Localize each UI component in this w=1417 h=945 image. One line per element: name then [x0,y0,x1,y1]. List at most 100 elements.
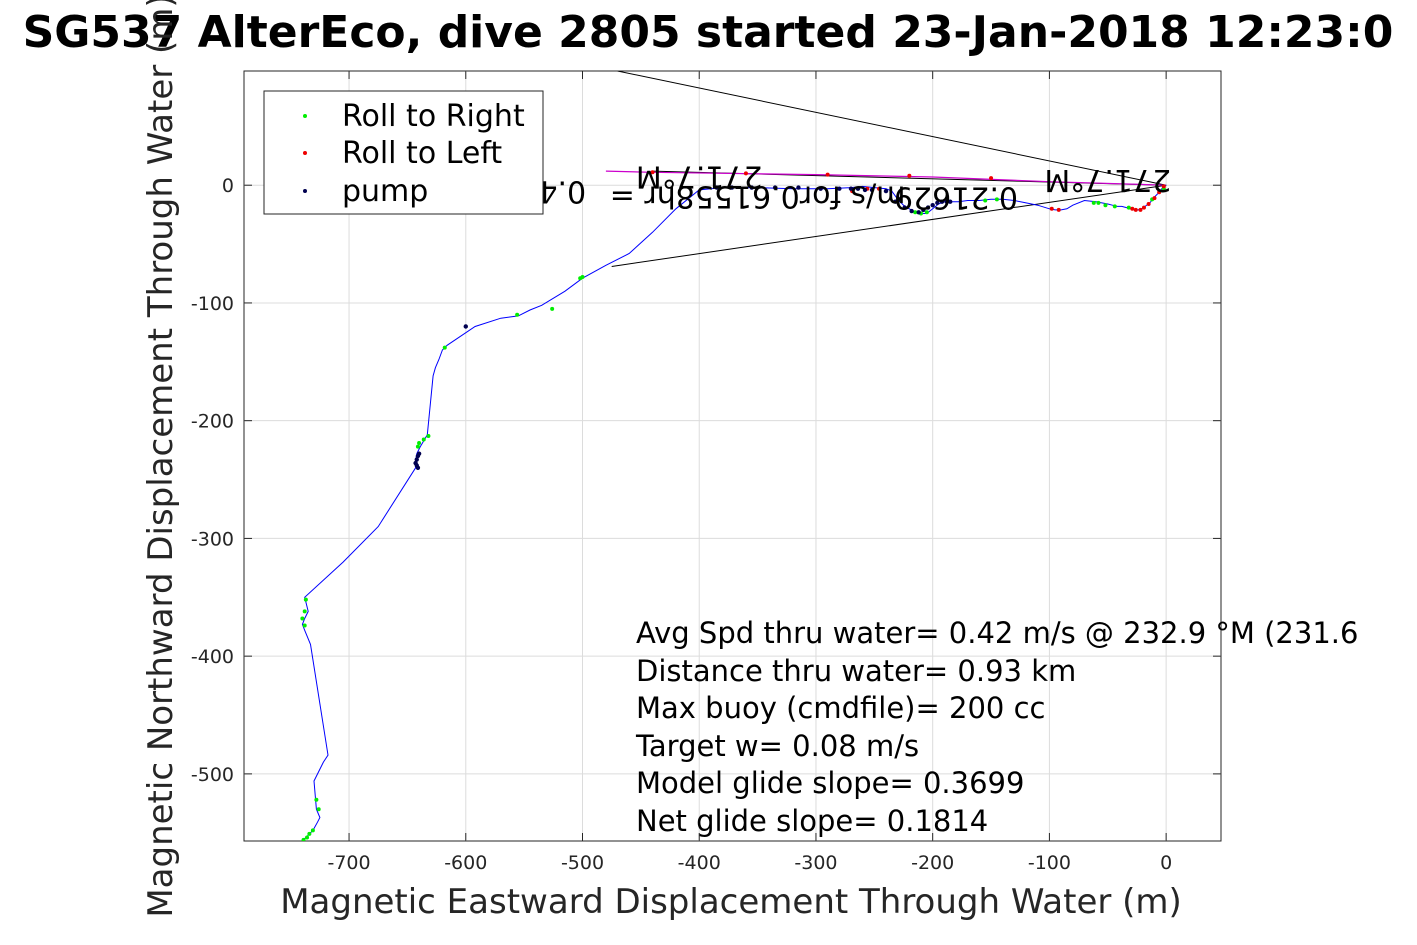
y-tick-label: -500 [191,764,234,786]
pump-point [848,186,854,191]
roll-left-point [1141,205,1146,210]
dive-statistics: Avg Spd thru water= 0.42 m/s @ 232.9 °M … [635,616,1358,838]
x-tick-label: -400 [678,852,721,874]
roll-right-point [442,345,447,350]
roll-right-point [924,210,929,215]
y-tick-label: 0 [222,175,234,197]
legend: Roll to Right Roll to Left pump [263,90,544,215]
y-tick-label: -300 [191,528,234,550]
roll-right-point [314,797,319,802]
stat-avg-speed: Avg Spd thru water= 0.42 m/s @ 232.9 °M … [636,616,1358,650]
legend-entry-pump: pump [342,174,428,209]
pump-point [944,199,949,204]
surface-track [605,170,1167,186]
y-tick-label: -400 [191,646,234,668]
pump-point [909,208,914,214]
pump-point [916,210,921,215]
x-tick-label: 0 [1160,852,1172,874]
roll-right-point [300,616,305,621]
roll-left-point [650,170,655,175]
roll-right-point [426,433,431,438]
legend-marker-roll-right [303,114,307,118]
pump-point [883,188,889,194]
x-tick-label: -300 [794,852,837,874]
roll-and-pump-points [300,170,1166,841]
roll-right-point [1091,200,1096,205]
legend-marker-roll-left [303,151,307,155]
heading-annotation: 271.7°M [636,158,763,193]
roll-left-point [1157,190,1162,195]
roll-right-point [983,198,988,203]
legend-entry-roll-left: Roll to Left [342,136,502,171]
roll-left-point [1130,206,1135,211]
x-tick-label: -500 [561,852,604,874]
pump-point [772,185,778,190]
roll-right-point [305,835,310,840]
roll-right-point [1096,200,1101,205]
y-tick-label: -200 [191,411,234,433]
heading-line [617,71,1167,186]
roll-right-point [515,312,520,317]
pump-point [925,205,931,210]
roll-right-point [302,623,307,628]
roll-left-point [907,173,912,178]
roll-left-point [1133,207,1138,212]
pump-point [939,199,945,204]
roll-left-point [876,186,881,191]
roll-right-point [994,197,999,202]
legend-marker-pump [303,189,307,193]
roll-right-point [421,437,426,442]
heading-line [611,184,1167,267]
chart-title: SG537 AlterEco, dive 2805 started 23-Jan… [23,7,1394,58]
roll-right-point [316,807,321,812]
heading-annotation: m/s for0.61558hr = [610,178,906,213]
roll-right-point [578,276,583,281]
pump-point [749,185,754,190]
pump-point [930,203,935,208]
y-axis-label: Magnetic Northward Displacement Through … [141,0,181,918]
pump-point [935,200,940,206]
roll-right-point [302,609,307,614]
roll-left-point [1138,207,1143,212]
roll-right-point [310,828,315,833]
stat-net-glide-slope: Net glide slope= 0.1814 [636,804,988,838]
pump-point [729,185,735,190]
roll-left-point [989,176,994,181]
roll-right-point [550,306,555,311]
pump-point [415,453,421,459]
x-axis-label: Magnetic Eastward Displacement Through W… [280,882,1182,922]
roll-right-point [307,831,312,836]
pump-point [862,187,868,193]
pump-point [415,465,421,470]
pump-point [947,199,953,204]
roll-left-point [1152,196,1157,201]
stat-target-w: Target w= 0.08 m/s [635,729,919,763]
roll-right-point [1126,205,1131,210]
roll-right-point [303,597,308,602]
pump-point [463,324,468,329]
pump-point [837,186,842,191]
stat-distance: Distance thru water= 0.93 km [636,654,1076,688]
y-tick-labels: -500 -400 -300 -200 -100 0 [191,175,234,786]
legend-box [263,90,544,215]
x-tick-label: -200 [911,852,954,874]
roll-right-point [1103,203,1108,208]
stat-model-glide-slope: Model glide slope= 0.3699 [636,766,1024,800]
heading-annotation: 271.7°M [1044,162,1171,197]
pump-point [902,205,907,210]
roll-left-point [1056,207,1061,212]
pump-point [869,187,875,193]
roll-left-point [825,172,830,177]
roll-left-point [1146,202,1151,207]
stat-max-buoy: Max buoy (cmdfile)= 200 cc [636,691,1045,725]
pump-point [893,199,898,204]
roll-right-point [301,837,306,841]
roll-left-point [743,171,748,176]
x-tick-label: -100 [1028,852,1071,874]
x-tick-labels: -700 -600 -500 -400 -300 -200 -100 0 [327,852,1172,874]
y-tick-label: -100 [191,293,234,315]
roll-right-point [1112,204,1117,209]
pump-point [796,185,801,190]
x-tick-label: -700 [327,852,370,874]
